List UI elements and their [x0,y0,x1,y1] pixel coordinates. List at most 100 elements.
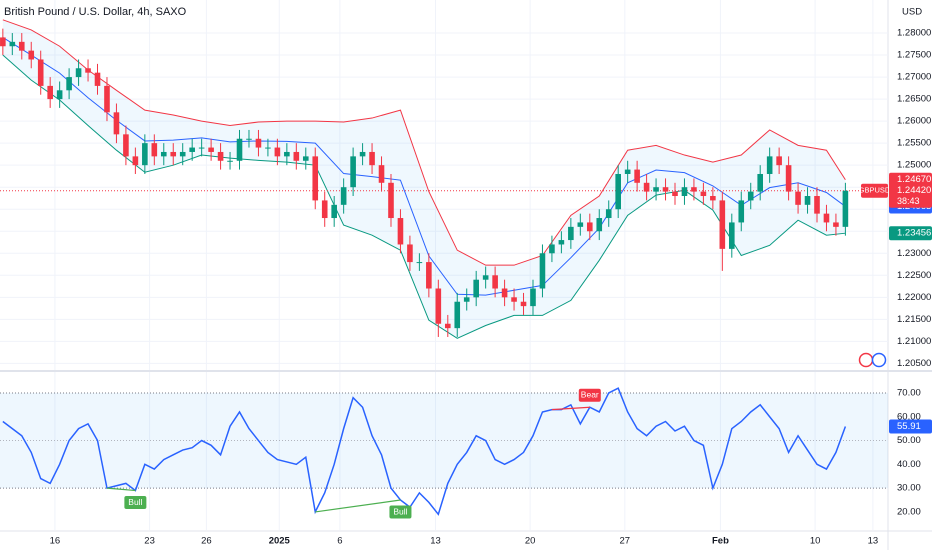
candle-body [814,196,820,214]
candle-body [0,37,6,47]
candle-body [426,262,432,289]
y-tick-label: 50.00 [897,435,921,446]
price-label-box [889,183,932,208]
y-tick-label: 1.27000 [897,72,931,83]
divergence-tag [389,505,412,519]
candle-body [691,187,697,192]
y-tick-label: 1.21500 [897,314,931,325]
candle-body [435,288,442,324]
candle-body [823,213,830,223]
candle-body [728,222,735,249]
candle-body [586,222,593,232]
candle-body [198,147,205,149]
candle-body [75,68,82,78]
candle-body [776,156,782,166]
candle-body [312,156,319,201]
candle-body [302,156,309,161]
candle-body [274,147,281,157]
candle-body [463,297,470,302]
candle-body [568,226,574,241]
candle-body [643,182,650,192]
candle-body [842,190,849,227]
candle-body [634,169,640,183]
x-tick-label: 13 [868,536,879,547]
candle-body [255,138,262,148]
divergence-line [551,406,590,411]
candle-body [766,156,773,174]
x-tick-label: 6 [337,536,342,547]
candle-body [388,182,394,219]
candle-body [520,301,527,307]
y-tick-label: 1.26000 [897,116,931,127]
divergence-label: Bull [128,497,142,507]
price-label: 1.24670 [897,174,931,185]
candle-body [710,196,716,201]
candle-body [596,218,603,232]
divergence-line [315,499,401,513]
candle-body [94,72,101,86]
candle-body [539,253,546,289]
price-label: 1.23456 [897,228,931,239]
flag-icon [871,352,887,368]
flag-icon [858,352,874,368]
candle-body [321,200,328,219]
candle-body [454,301,461,329]
y-tick-label: 20.00 [897,506,921,517]
divergence-tag [124,496,147,509]
candle-body [397,218,404,245]
candle-body [369,151,375,166]
candle-body [681,187,688,197]
candle-body [719,200,726,249]
chart-title: British Pound / U.S. Dollar, 4h, SAXO [4,6,187,18]
candle-body [407,244,413,263]
y-tick-label: 1.28000 [897,28,931,39]
candle-body [142,143,148,166]
candle-body [662,187,669,192]
candle-body [160,151,167,157]
divergence-label: Bear [581,389,599,399]
rsi-label: 55.91 [897,421,921,432]
candle-body [804,196,811,205]
currency: USD [902,7,922,18]
y-tick-label: 1.27500 [897,50,931,61]
candle-body [558,240,565,245]
candle-body [700,191,707,197]
y-tick-label: 1.23000 [897,248,931,259]
candle-body [293,151,300,161]
candle-body [350,156,356,188]
candle-body [47,85,53,100]
candle-body [246,138,252,140]
candle-body [359,151,366,157]
x-tick-label: 27 [620,536,631,547]
candle-body [511,297,517,302]
rsi-label-box [889,419,932,434]
countdown-label: 38:43 [897,196,920,206]
candle-body [170,151,177,157]
candle-body [530,288,536,307]
rsi-line [2,387,847,516]
candle-body [18,41,25,51]
y-tick-label: 1.25500 [897,138,931,149]
candle-body [624,169,631,174]
candle-body [747,191,754,201]
candle-body [151,143,158,157]
candle-body [738,200,745,223]
candle-body [444,323,451,329]
candle-body [85,68,91,73]
candle-body [615,173,621,210]
x-tick-label: 26 [201,536,212,547]
candle-body [284,151,290,157]
candle-body [217,151,224,161]
candle-body [501,288,508,298]
candle-body [482,275,489,280]
candle-body [9,41,16,47]
candle-body [37,59,44,86]
candle-body [56,90,63,100]
price-label-box [889,172,932,187]
candle-body [653,187,659,192]
candle-body [757,173,763,192]
symbol-label: GBPUSD [859,186,891,195]
price-label-box [889,226,932,241]
